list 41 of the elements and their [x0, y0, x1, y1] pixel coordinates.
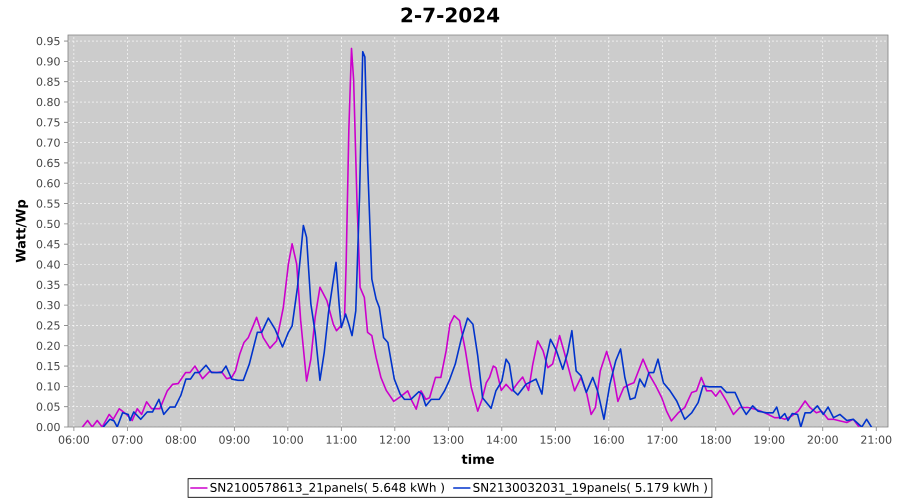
- y-tick-label: 0.15: [36, 362, 60, 370]
- y-tick-label: 0.80: [36, 98, 60, 106]
- x-tick-label: 13:00: [434, 436, 464, 444]
- x-tick-label: 08:00: [166, 436, 196, 444]
- y-tick-label: 0.75: [36, 118, 60, 126]
- x-tick-label: 09:00: [219, 436, 250, 444]
- legend-label: SN2100578613_21panels( 5.648 kWh ): [210, 482, 444, 495]
- y-tick-label: 0.10: [36, 382, 60, 391]
- x-tick-label: 06:00: [58, 436, 89, 444]
- y-tick-label: 0.35: [36, 280, 60, 289]
- y-tick-label: 0.25: [36, 321, 60, 330]
- y-tick-label: 0.20: [36, 342, 60, 350]
- x-tick-label: 10:00: [273, 436, 303, 444]
- y-axis-title: Watt/Wp: [16, 200, 28, 262]
- y-tick-label: 0.65: [36, 158, 60, 168]
- y-tick-label: 0.55: [36, 199, 60, 208]
- x-tick-label: 11:00: [326, 436, 356, 444]
- y-tick-label: 0.00: [36, 422, 60, 432]
- legend-label: SN2130032031_19panels( 5.179 kWh ): [473, 482, 707, 495]
- x-tick-label: 12:00: [380, 436, 410, 444]
- x-axis-title: time: [462, 454, 494, 464]
- y-tick-label: 0.85: [36, 78, 60, 86]
- x-tick-label: 20:00: [808, 436, 838, 444]
- x-tick-label: 19:00: [754, 436, 784, 444]
- y-tick-label: 0.30: [36, 300, 60, 310]
- x-tick-label: 07:00: [112, 436, 142, 444]
- y-tick-label: 0.50: [36, 220, 60, 228]
- x-tick-label: 18:00: [701, 436, 731, 444]
- x-tick-label: 16:00: [594, 436, 624, 444]
- y-tick-label: 0.95: [36, 36, 60, 46]
- x-tick-label: 14:00: [487, 436, 517, 444]
- y-tick-label: 0.90: [36, 57, 60, 66]
- chart-title: 2-7-2024: [402, 7, 500, 23]
- y-tick-label: 0.05: [36, 402, 60, 411]
- x-tick-label: 17:00: [648, 436, 678, 444]
- y-tick-label: 0.40: [36, 260, 60, 269]
- y-tick-label: 0.45: [36, 240, 60, 248]
- x-tick-label: 15:00: [540, 436, 570, 444]
- x-tick-label: 21:00: [861, 436, 892, 444]
- y-tick-label: 0.60: [36, 179, 60, 188]
- y-tick-label: 0.70: [36, 138, 60, 147]
